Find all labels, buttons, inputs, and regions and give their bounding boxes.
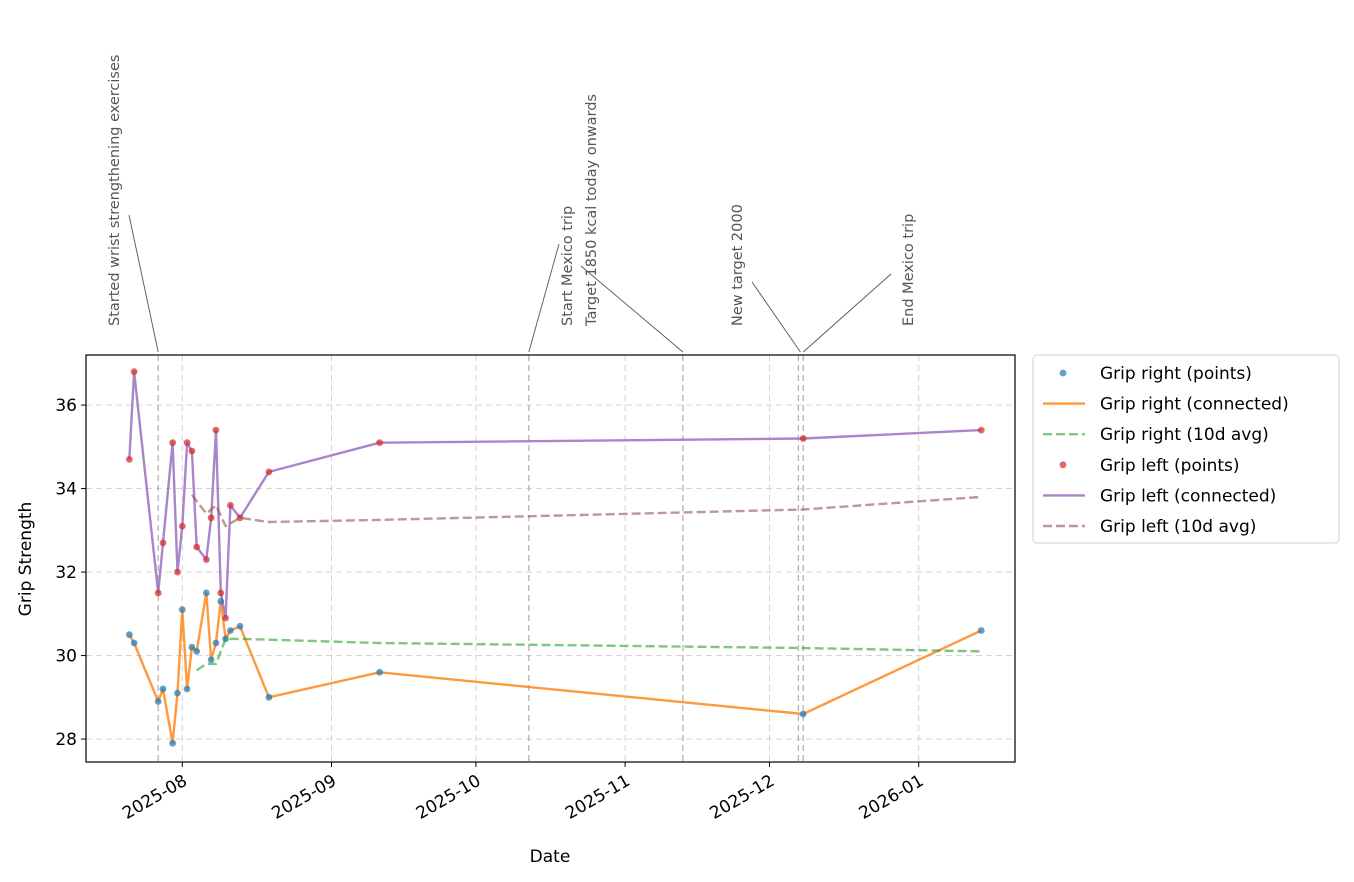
x-axis-label: Date [530, 847, 571, 867]
data-point [222, 614, 229, 622]
annotation-connector [128, 214, 159, 353]
data-point [977, 426, 985, 434]
legend-label: Grip right (10d avg) [1100, 425, 1269, 445]
y-tick-label: 36 [55, 396, 77, 416]
data-point [130, 639, 138, 647]
data-point [130, 368, 138, 376]
legend: Grip right (points) Grip right (connected… [1032, 354, 1340, 544]
series-3 [125, 368, 985, 622]
legend-marker [1059, 369, 1067, 377]
series-0 [125, 589, 985, 747]
annotation-text: New target 2000 [730, 204, 746, 326]
series-2 [196, 637, 982, 672]
event-lines [157, 355, 804, 762]
data-point [183, 439, 191, 447]
data-point [236, 622, 244, 630]
data-point [799, 435, 807, 442]
data-point [977, 627, 985, 634]
data-point [178, 522, 186, 530]
data-point [154, 698, 162, 705]
y-axis-ticks: 28 30 32 34 36 [55, 396, 86, 750]
legend-item: Grip left (connected) [1043, 486, 1276, 506]
series-5 [190, 494, 982, 528]
data-point [227, 627, 234, 634]
data-point [217, 597, 225, 605]
data-point [212, 426, 220, 434]
data-point [236, 514, 244, 522]
series-line [190, 494, 982, 528]
legend-item: Grip left (10d avg) [1043, 517, 1256, 537]
data-point [174, 689, 181, 697]
data-point [159, 685, 167, 693]
data-point [265, 468, 273, 476]
annotations: Started wrist strengthening exercises Sta… [107, 55, 917, 353]
data-point [799, 710, 807, 718]
data-point [169, 439, 177, 447]
annotation-connector [751, 281, 801, 353]
data-point [222, 635, 229, 643]
legend-label: Grip left (10d avg) [1100, 517, 1256, 537]
series-line [196, 637, 982, 672]
legend-label: Grip left (points) [1100, 456, 1240, 476]
data-point [265, 693, 273, 701]
data-point [159, 539, 167, 547]
legend-marker [1059, 461, 1067, 469]
annotation-text: Start Mexico trip [560, 206, 576, 326]
data-point [169, 739, 177, 747]
data-point [188, 447, 196, 455]
legend-box [1032, 354, 1340, 544]
legend-item: Grip left (points) [1059, 456, 1240, 476]
legend-item: Grip right (10d avg) [1043, 425, 1269, 445]
series-group [125, 368, 985, 747]
data-point [154, 589, 162, 597]
plot-frame [85, 354, 1016, 763]
data-point [193, 543, 201, 551]
legend-item: Grip right (connected) [1043, 395, 1289, 415]
legend-label: Grip right (connected) [1100, 395, 1289, 415]
annotation-text: Started wrist strengthening exercises [107, 55, 123, 326]
data-point [193, 647, 201, 655]
data-point [207, 656, 215, 664]
annotation-text: End Mexico trip [901, 214, 917, 326]
grid [86, 355, 1015, 762]
annotation-text: Target 1850 kcal today onwards [584, 94, 600, 327]
annotation-connector [580, 265, 684, 353]
data-point [174, 568, 181, 576]
data-point [188, 643, 196, 651]
data-point [376, 439, 384, 447]
data-point [125, 455, 133, 463]
y-tick-label: 32 [55, 563, 77, 583]
data-point [227, 501, 234, 509]
legend-label: Grip left (connected) [1100, 486, 1276, 506]
annotation-connector [528, 243, 560, 353]
data-point [178, 606, 186, 614]
data-point [207, 514, 215, 522]
y-tick-label: 28 [55, 730, 77, 750]
data-point [376, 668, 384, 676]
data-point [125, 631, 133, 639]
y-tick-label: 30 [55, 647, 77, 667]
annotation-connector [802, 273, 892, 353]
data-point [202, 589, 210, 597]
data-point [212, 639, 220, 647]
data-point [183, 685, 191, 693]
legend-item: Grip right (points) [1059, 364, 1252, 384]
legend-label: Grip right (points) [1100, 364, 1252, 384]
y-tick-label: 34 [55, 480, 77, 500]
data-point [202, 556, 210, 563]
data-point [217, 589, 225, 597]
y-axis-label: Grip Strength [16, 502, 36, 617]
